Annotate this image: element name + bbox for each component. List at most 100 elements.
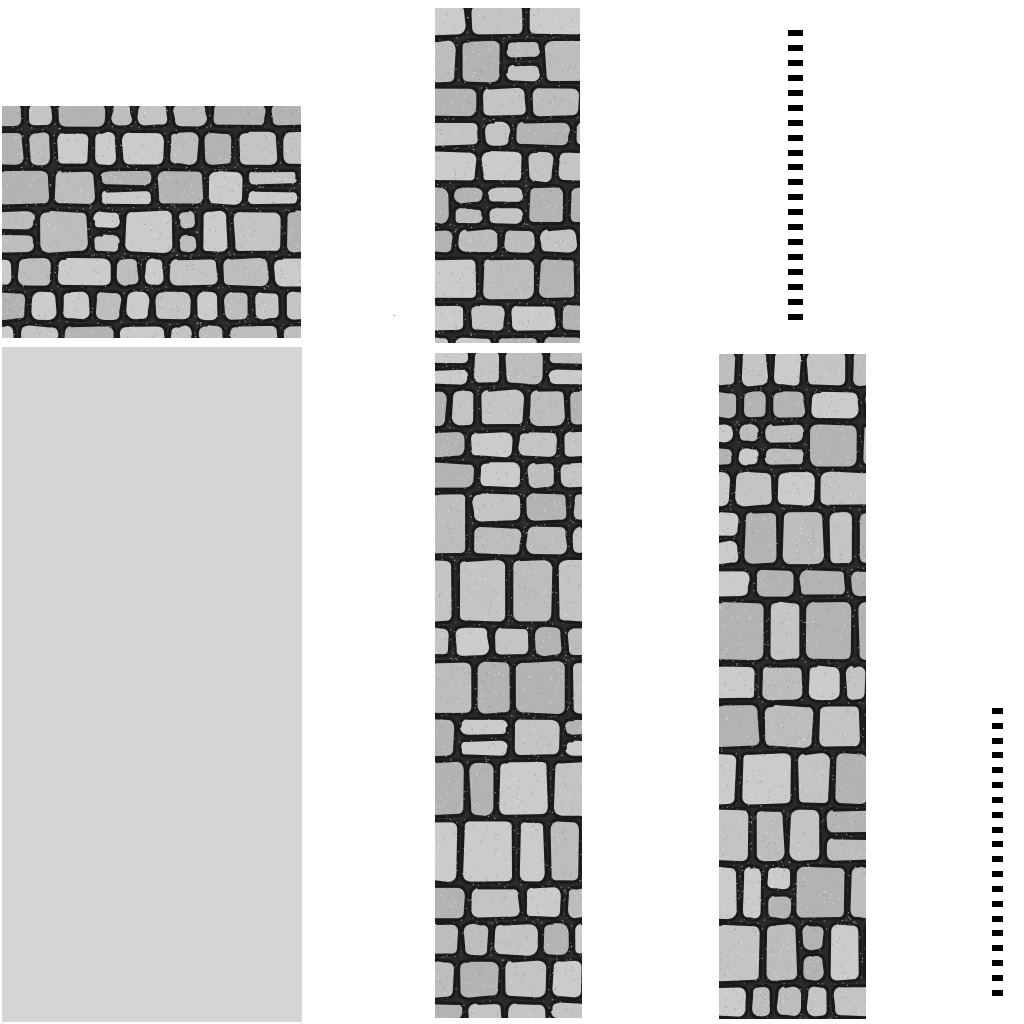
- grain-speck: [454, 178, 456, 180]
- grain-speck: [468, 683, 470, 685]
- grain-speck: [816, 969, 818, 971]
- grain-speck: [219, 157, 221, 159]
- grain-speck: [489, 414, 491, 416]
- grain-speck: [850, 830, 853, 832]
- grain-speck: [453, 504, 455, 506]
- grain-speck: [198, 316, 200, 318]
- grain-speck: [565, 613, 567, 615]
- grain-speck: [836, 662, 838, 664]
- grain-speck: [72, 236, 74, 238]
- stone-block: [536, 226, 580, 256]
- grain-speck: [728, 805, 730, 807]
- stone-block: [435, 255, 480, 302]
- grain-speck: [510, 890, 512, 892]
- grain-speck: [528, 188, 530, 190]
- grain-speck: [289, 138, 291, 140]
- grain-speck: [535, 272, 537, 274]
- grain-speck: [508, 265, 510, 267]
- grain-speck: [773, 611, 775, 613]
- grain-speck: [543, 484, 545, 487]
- grain-speck: [464, 635, 466, 637]
- grain-speck: [255, 317, 257, 319]
- grain-speck: [497, 1013, 499, 1015]
- grain-speck: [723, 960, 725, 962]
- grain-speck: [541, 692, 543, 694]
- grain-speck: [776, 363, 778, 365]
- stone-block: [220, 254, 273, 290]
- grain-speck: [546, 31, 548, 33]
- grain-speck: [774, 492, 776, 494]
- grain-speck: [435, 594, 437, 596]
- grain-speck: [463, 962, 465, 964]
- grain-speck: [580, 1010, 582, 1012]
- grain-speck: [495, 57, 497, 59]
- grain-speck: [473, 624, 475, 626]
- grain-speck: [531, 226, 534, 228]
- grain-speck: [512, 616, 514, 618]
- grain-speck: [834, 721, 836, 723]
- grain-speck: [238, 156, 240, 158]
- grain-speck: [523, 428, 525, 430]
- grain-speck: [727, 607, 729, 609]
- grain-speck: [772, 431, 774, 433]
- grain-speck: [554, 394, 556, 396]
- grain-speck: [469, 249, 471, 252]
- grain-speck: [740, 896, 742, 898]
- grain-speck: [519, 708, 521, 710]
- grain-speck: [524, 935, 526, 937]
- grain-speck: [557, 123, 559, 125]
- grain-speck: [472, 409, 474, 412]
- grain-speck: [87, 227, 89, 230]
- grain-speck: [71, 161, 73, 163]
- grain-speck: [36, 242, 38, 244]
- grain-speck: [568, 795, 570, 797]
- grain-speck: [530, 422, 532, 424]
- grain-speck: [498, 554, 500, 556]
- grain-speck: [82, 247, 84, 249]
- grain-speck: [494, 818, 496, 820]
- grain-speck: [825, 417, 827, 419]
- grain-speck: [538, 508, 540, 510]
- grain-speck: [746, 934, 748, 936]
- grain-speck: [562, 335, 564, 338]
- grain-speck: [206, 274, 208, 276]
- grain-speck: [451, 651, 453, 653]
- grain-speck: [569, 370, 571, 372]
- grain-speck: [744, 1010, 747, 1012]
- grain-speck: [491, 28, 493, 30]
- grain-speck: [18, 318, 20, 320]
- grain-speck: [246, 201, 248, 203]
- grain-speck: [516, 82, 518, 84]
- grain-speck: [734, 535, 736, 537]
- grain-speck: [113, 304, 115, 306]
- grain-speck: [490, 526, 492, 528]
- grain-speck: [567, 930, 569, 932]
- grain-speck: [513, 846, 515, 848]
- grain-speck: [512, 147, 514, 149]
- grain-speck: [765, 671, 767, 673]
- grain-speck: [723, 501, 726, 503]
- grain-speck: [462, 1012, 465, 1014]
- grain-speck: [291, 112, 293, 114]
- grain-speck: [16, 300, 18, 302]
- grain-speck: [803, 505, 805, 507]
- grain-speck: [157, 166, 159, 168]
- grain-speck: [255, 248, 257, 250]
- grain-speck: [828, 702, 830, 705]
- grain-speck: [742, 903, 744, 905]
- stone-block: [435, 183, 452, 227]
- grain-speck: [492, 370, 494, 372]
- grain-speck: [496, 9, 498, 11]
- grain-speck: [822, 695, 824, 697]
- grain-speck: [564, 889, 566, 891]
- grain-speck: [788, 711, 790, 713]
- grain-speck: [508, 322, 511, 324]
- stone-block: [435, 491, 469, 557]
- grain-speck: [13, 174, 15, 176]
- grain-speck: [849, 494, 851, 496]
- grain-speck: [232, 190, 234, 192]
- grain-speck: [546, 770, 548, 772]
- grain-speck: [456, 500, 458, 502]
- grain-speck: [449, 320, 451, 322]
- stone-block: [850, 354, 866, 390]
